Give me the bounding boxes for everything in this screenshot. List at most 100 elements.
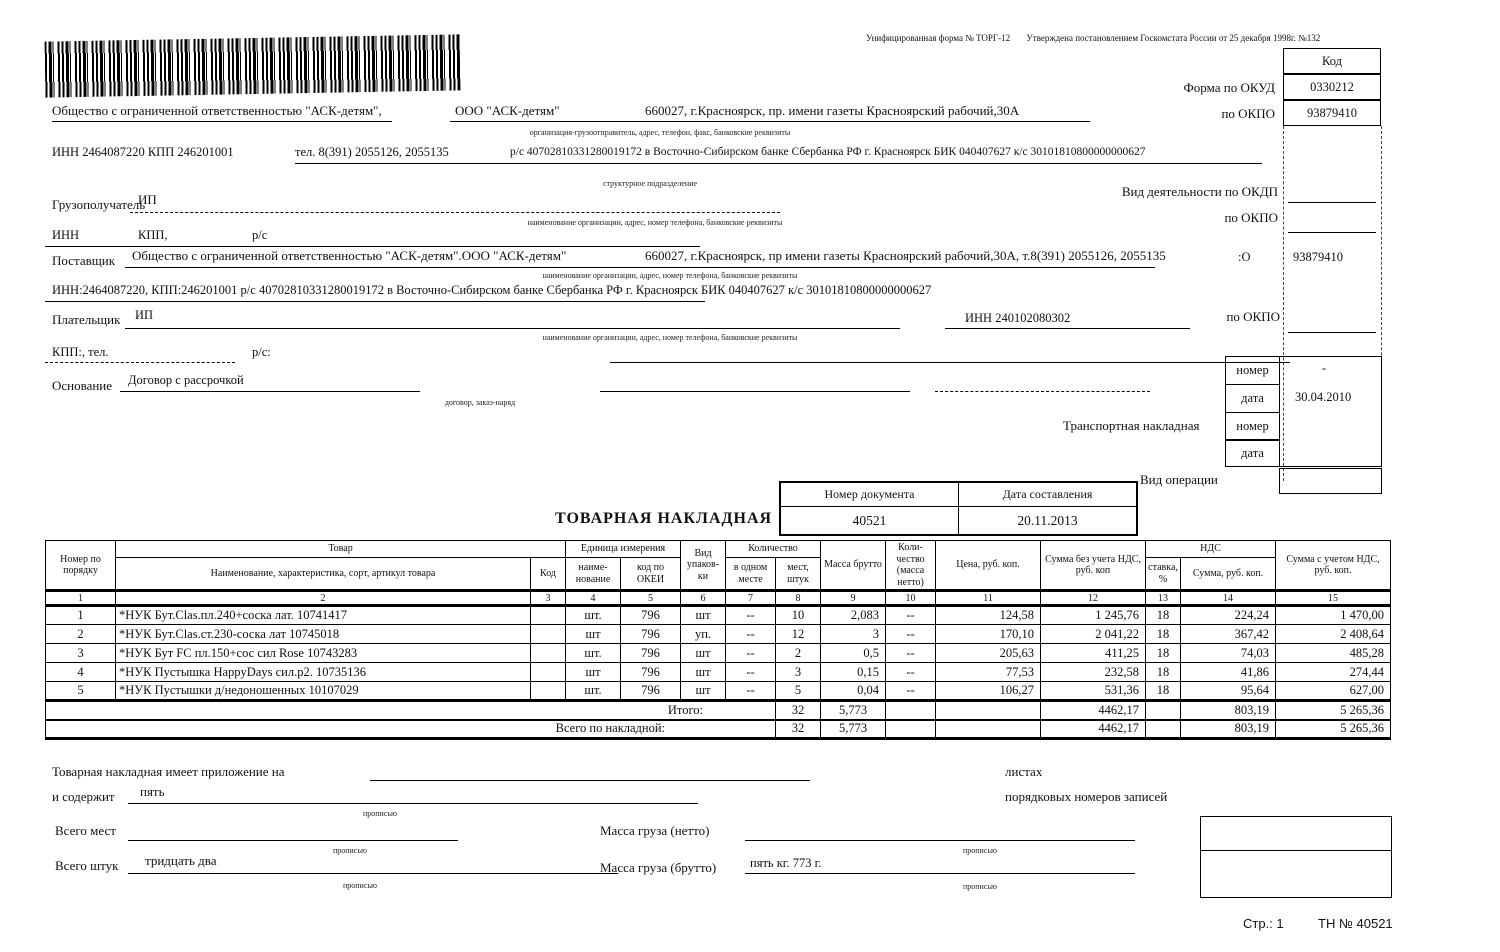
- mass-net-label: Масса груза (нетто): [600, 823, 710, 838]
- cell-code: [529, 624, 567, 644]
- consignee-okpo-label: по ОКПО: [1224, 210, 1278, 225]
- consignee-inn-label: ИНН: [52, 228, 80, 242]
- totals-cell: [885, 718, 937, 740]
- cell-pack: шт: [680, 681, 727, 701]
- cell-okei: 796: [620, 624, 682, 644]
- table-row: 5 *НУК Пустышки д/недоношенных 10107029 шт…: [45, 681, 1392, 701]
- cell-total: 485,28: [1275, 643, 1392, 663]
- cell-vat: 74,03: [1180, 643, 1277, 663]
- column-number: 15: [1275, 589, 1392, 607]
- cell-n: 5: [45, 681, 116, 701]
- cell-sum: 2 041,22: [1040, 624, 1147, 644]
- totals-cell: 4462,17: [1040, 718, 1147, 740]
- consignee-rs-label: р/с: [252, 228, 268, 242]
- payer-okpo-value-line: [1288, 332, 1376, 333]
- cell-n: 2: [45, 624, 116, 644]
- cell-vat: 224,24: [1180, 605, 1277, 625]
- basis-underline-3: [935, 391, 1150, 392]
- col-inplace-header: в одном месте: [725, 557, 777, 591]
- records-label: порядковых номеров записей: [1005, 789, 1168, 804]
- cell-in_place: --: [725, 624, 777, 644]
- consignee-underline: [130, 212, 780, 213]
- cell-rate: 18: [1145, 605, 1182, 625]
- total-items-caption: прописью: [342, 881, 378, 890]
- totals-cell: [935, 718, 1042, 740]
- col-vatsum-header: Сумма, руб. коп.: [1180, 557, 1277, 591]
- table-row: 4 *НУК Пустышка HappyDays сил.р2. 1073513…: [45, 662, 1392, 682]
- footer-page-number: Стр.: 1: [1243, 916, 1284, 931]
- cell-total: 2 408,64: [1275, 624, 1392, 644]
- supplier-underline: [125, 267, 1155, 268]
- basis-value: Договор с рассрочкой: [128, 373, 244, 387]
- cell-vat: 95,64: [1180, 681, 1277, 701]
- totals-cell: 32: [775, 699, 822, 720]
- cell-in_place: --: [725, 681, 777, 701]
- totals-cell: 803,19: [1180, 699, 1277, 720]
- column-number: 5: [620, 589, 682, 607]
- total-places-label: Всего мест: [55, 823, 116, 838]
- cell-places: 10: [775, 605, 822, 625]
- cell-rate: 18: [1145, 624, 1182, 644]
- mass-net-underline: [745, 840, 1135, 841]
- column-numbers-row: 1 2 3 4 5 6 7 8 9 10 11 12 13 14 15: [45, 589, 1392, 607]
- supplier-label: Поставщик: [52, 253, 116, 268]
- form-note: Унифицированная форма № ТОРГ-12 Утвержде…: [866, 33, 1320, 43]
- doc-date-label: Дата составления: [958, 482, 1137, 507]
- cell-gross: 2,083: [820, 605, 887, 625]
- col-code-header: Код: [529, 557, 567, 591]
- cell-rate: 18: [1145, 662, 1182, 682]
- supplier-value: Общество с ограниченной ответственностью…: [132, 248, 567, 263]
- table-body: 1 *НУК Бут.Clas.пл.240+соска лат. 1074141…: [44, 605, 1392, 740]
- shipper-address: 660027, г.Красноярск, пр. имени газеты К…: [645, 103, 1020, 118]
- cell-unit: шт: [565, 624, 622, 644]
- basis-caption: договор, заказ-наряд: [444, 398, 516, 407]
- col-qty-group: Количество: [725, 539, 822, 559]
- totals-cell: [885, 699, 937, 720]
- consignee-inn-underline: [45, 246, 700, 247]
- column-number: 14: [1180, 589, 1277, 607]
- totals-row-vsego: Всего по накладной: 32 5,773 4462,17 803,19 5…: [44, 718, 1392, 740]
- cell-price: 170,10: [935, 624, 1042, 644]
- attach-line-label: Товарная накладная имеет приложение на: [52, 764, 285, 779]
- shipper-underline-1: [52, 121, 392, 122]
- kod-header-box: Код: [1283, 48, 1381, 74]
- payer-kpp-line: КПП:, тел.: [52, 345, 109, 359]
- col-sum-header: Сумма без учета НДС, руб. коп: [1040, 540, 1147, 591]
- cell-okei: 796: [620, 681, 682, 701]
- consignee-caption: наименование организации, адрес, номер т…: [527, 218, 783, 227]
- cell-unit: шт.: [565, 643, 622, 663]
- sheets-label: листах: [1005, 764, 1043, 779]
- col-vat-group: НДС: [1145, 539, 1277, 559]
- cell-in_place: --: [725, 643, 777, 663]
- totals-cell: 803,19: [1180, 718, 1277, 740]
- cell-pack: шт: [680, 605, 727, 625]
- barcode-image: [44, 34, 461, 98]
- cell-vat: 41,86: [1180, 662, 1277, 682]
- cell-okei: 796: [620, 643, 682, 663]
- totals-cell: 5,773: [820, 699, 887, 720]
- basis-underline-1: [120, 391, 420, 392]
- cell-sum: 531,36: [1040, 681, 1147, 701]
- okdp-value-line: [1288, 202, 1376, 203]
- shipper-phone: тел. 8(391) 2055126, 2055135: [295, 145, 449, 159]
- col-name-header: Наименование, характеристика, сорт, арти…: [115, 557, 531, 591]
- col-net-header: Коли-чество (масса нетто): [885, 540, 937, 591]
- okpo-value-box: 93879410: [1283, 100, 1381, 126]
- stamp-box: [1200, 816, 1392, 898]
- totals-cell: [935, 699, 1042, 720]
- cell-n: 1: [45, 605, 116, 625]
- cell-sum: 1 245,76: [1040, 605, 1147, 625]
- cell-in_place: --: [725, 605, 777, 625]
- cell-name: *НУК Бут.Clas.ст.230-соска лат 10745018: [115, 624, 531, 644]
- col-places-header: мест, штук: [775, 557, 822, 591]
- column-number: 1: [45, 589, 116, 607]
- shipper-caption: организация-грузоотправитель, адрес, тел…: [529, 128, 791, 137]
- cell-sum: 232,58: [1040, 662, 1147, 682]
- cell-rate: 18: [1145, 681, 1182, 701]
- cell-pack: шт: [680, 643, 727, 663]
- total-items-underline: [128, 873, 618, 874]
- cell-n: 3: [45, 643, 116, 663]
- struct-caption: структурное подразделение: [602, 179, 698, 188]
- document-title: ТОВАРНАЯ НАКЛАДНАЯ: [555, 510, 773, 527]
- col-pack-header: Вид упаков-ки: [680, 540, 727, 591]
